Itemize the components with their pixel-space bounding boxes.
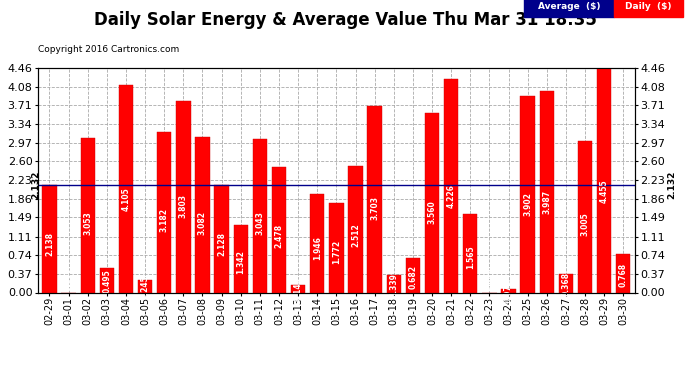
Text: 2.128: 2.128 — [217, 232, 226, 256]
Text: 1.342: 1.342 — [236, 250, 245, 274]
Bar — [329, 203, 344, 292]
Text: 4.455: 4.455 — [600, 180, 609, 203]
Text: 3.043: 3.043 — [255, 211, 264, 236]
Text: 3.182: 3.182 — [159, 208, 169, 232]
Text: 0.000: 0.000 — [64, 268, 73, 291]
Text: 3.902: 3.902 — [523, 192, 532, 216]
Bar — [463, 213, 477, 292]
Bar — [291, 285, 305, 292]
Text: 2.138: 2.138 — [45, 232, 54, 256]
Bar — [42, 184, 57, 292]
Text: Average  ($): Average ($) — [538, 2, 600, 11]
Bar — [119, 86, 133, 292]
Text: 0.245: 0.245 — [141, 275, 150, 299]
Text: 3.560: 3.560 — [428, 200, 437, 223]
Bar — [368, 106, 382, 292]
Text: 4.105: 4.105 — [121, 188, 130, 211]
Bar — [578, 141, 592, 292]
Text: Daily Solar Energy & Average Value Thu Mar 31 18:35: Daily Solar Energy & Average Value Thu M… — [94, 11, 596, 29]
Bar — [138, 280, 152, 292]
Text: 0.146: 0.146 — [294, 277, 303, 301]
Bar — [520, 96, 535, 292]
Bar — [540, 92, 554, 292]
Text: 0.768: 0.768 — [619, 263, 628, 287]
Text: 2.478: 2.478 — [275, 224, 284, 248]
Text: 0.495: 0.495 — [102, 269, 111, 293]
Bar — [272, 168, 286, 292]
Text: 0.368: 0.368 — [562, 272, 571, 296]
Text: 0.073: 0.073 — [504, 279, 513, 303]
Text: 3.803: 3.803 — [179, 194, 188, 218]
Text: 1.946: 1.946 — [313, 236, 322, 260]
Bar — [348, 166, 363, 292]
Text: 0.000: 0.000 — [485, 268, 494, 291]
Text: 1.565: 1.565 — [466, 245, 475, 269]
Bar — [233, 225, 248, 292]
Bar — [502, 289, 515, 292]
Text: 3.987: 3.987 — [542, 190, 551, 214]
Text: 3.053: 3.053 — [83, 211, 92, 235]
Bar — [195, 137, 210, 292]
Bar — [215, 185, 229, 292]
Text: 2.132: 2.132 — [31, 171, 40, 199]
Bar — [406, 258, 420, 292]
Text: 4.226: 4.226 — [446, 184, 455, 209]
Text: 3.082: 3.082 — [198, 210, 207, 234]
Text: Daily  ($): Daily ($) — [625, 2, 672, 11]
Bar — [157, 132, 171, 292]
Text: 2.132: 2.132 — [668, 171, 677, 199]
Bar — [425, 113, 440, 292]
Text: 2.512: 2.512 — [351, 224, 360, 248]
Bar — [81, 138, 95, 292]
Bar — [444, 79, 458, 292]
Text: 0.682: 0.682 — [408, 265, 417, 289]
Bar — [310, 194, 324, 292]
Text: 3.703: 3.703 — [370, 196, 379, 220]
Bar — [597, 68, 611, 292]
Text: 1.772: 1.772 — [332, 240, 341, 264]
Bar — [386, 275, 401, 292]
Text: 3.005: 3.005 — [580, 212, 589, 236]
Text: Copyright 2016 Cartronics.com: Copyright 2016 Cartronics.com — [38, 45, 179, 54]
Bar — [616, 254, 631, 292]
Bar — [253, 139, 267, 292]
Bar — [176, 100, 190, 292]
Bar — [559, 274, 573, 292]
Text: 0.339: 0.339 — [389, 273, 398, 297]
Bar — [99, 267, 114, 292]
